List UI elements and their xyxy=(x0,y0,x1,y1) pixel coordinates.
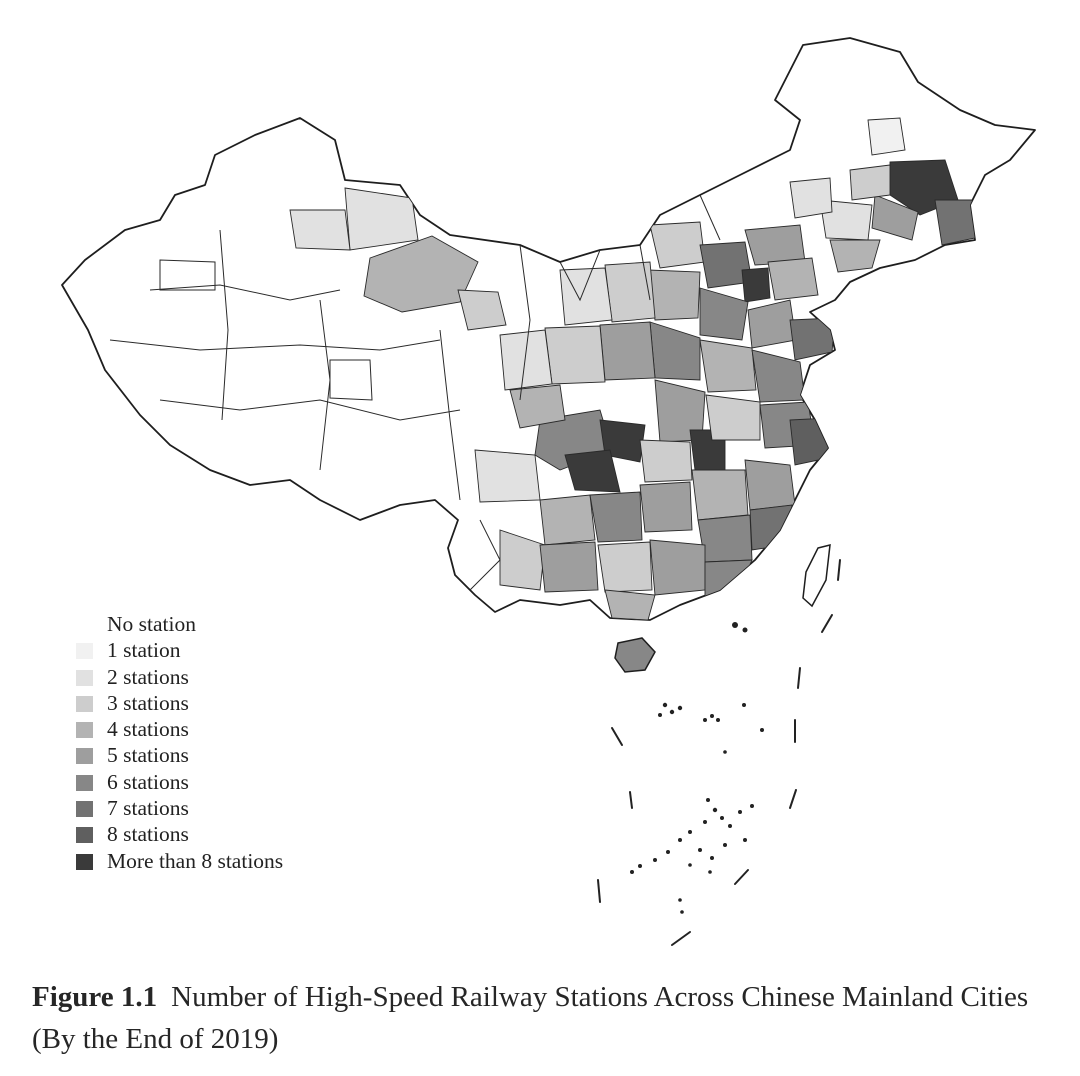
legend-swatch xyxy=(76,774,93,791)
region-20 xyxy=(604,261,656,323)
legend-item: No station xyxy=(76,611,356,637)
legend-label: 8 stations xyxy=(107,822,189,847)
region-27 xyxy=(599,321,656,381)
region-38 xyxy=(509,384,566,429)
region-46 xyxy=(691,469,749,521)
legend-label: 5 stations xyxy=(107,743,189,768)
south-sea-islands xyxy=(630,622,764,914)
region-49 xyxy=(749,504,793,551)
legend-swatch xyxy=(76,853,93,870)
legend: No station 1 station 2 stations 3 stations 4… xyxy=(76,611,356,874)
figure-caption: Figure 1.1 Number of High-Speed Railway S… xyxy=(32,976,1062,1060)
hainan-outline xyxy=(614,637,656,673)
region-41 xyxy=(539,494,596,546)
region-16 xyxy=(744,224,806,266)
region-25 xyxy=(699,339,757,393)
figure-label: Figure 1.1 xyxy=(32,981,158,1013)
region-36 xyxy=(599,419,646,463)
legend-item: 7 stations xyxy=(76,795,356,821)
region-12 xyxy=(867,117,906,156)
region-7 xyxy=(871,194,919,241)
region-34 xyxy=(789,417,831,466)
legend-swatch xyxy=(76,669,93,686)
legend-item: 3 stations xyxy=(76,690,356,716)
legend-label: 2 stations xyxy=(107,664,189,689)
legend-item: 2 stations xyxy=(76,664,356,690)
legend-label: 4 stations xyxy=(107,717,189,742)
region-39 xyxy=(474,449,541,503)
region-21 xyxy=(559,267,613,326)
legend-item: 1 station xyxy=(76,637,356,663)
region-4 xyxy=(457,289,507,331)
region-17 xyxy=(767,257,819,301)
figure-title: Number of High-Speed Railway Stations Ac… xyxy=(32,981,1029,1055)
legend-swatch xyxy=(76,801,93,818)
region-44 xyxy=(499,529,546,591)
region-11 xyxy=(789,177,833,219)
region-8 xyxy=(849,164,891,201)
region-3 xyxy=(363,235,479,313)
legend-label: 6 stations xyxy=(107,769,189,794)
legend-swatch xyxy=(76,827,93,844)
region-51 xyxy=(649,539,706,596)
legend-label: No station xyxy=(107,612,196,636)
legend-label: 7 stations xyxy=(107,796,189,821)
region-50 xyxy=(597,541,653,593)
region-32 xyxy=(705,394,761,441)
legend-item: 6 stations xyxy=(76,769,356,795)
region-18 xyxy=(699,287,749,341)
region-19 xyxy=(647,269,701,321)
region-10 xyxy=(829,239,881,273)
region-52 xyxy=(704,559,753,601)
region-42 xyxy=(589,491,643,543)
legend-swatch xyxy=(76,643,93,660)
taiwan-outline xyxy=(802,544,831,608)
legend-item: 8 stations xyxy=(76,821,356,847)
region-2 xyxy=(289,209,351,251)
choropleth-map xyxy=(61,37,1036,946)
legend-item: More than 8 stations xyxy=(76,848,356,874)
region-1 xyxy=(344,187,419,251)
legend-swatch xyxy=(76,695,93,712)
region-48 xyxy=(697,514,753,563)
legend-label: 3 stations xyxy=(107,690,189,715)
legend-label: More than 8 stations xyxy=(107,848,284,873)
legend-swatch xyxy=(76,617,93,633)
legend-label: 1 station xyxy=(107,638,181,663)
region-28 xyxy=(544,325,606,385)
region-15 xyxy=(741,267,771,303)
region-6 xyxy=(934,199,976,246)
region-13 xyxy=(649,221,706,269)
region-45 xyxy=(539,541,599,593)
region-53 xyxy=(604,589,656,620)
region-47 xyxy=(744,459,796,511)
region-29 xyxy=(499,329,553,391)
region-43 xyxy=(639,481,693,533)
legend-swatch xyxy=(76,748,93,765)
legend-item: 4 stations xyxy=(76,716,356,742)
region-40 xyxy=(639,439,693,483)
legend-item: 5 stations xyxy=(76,742,356,768)
legend-swatch xyxy=(76,722,93,739)
nine-dash-line xyxy=(597,559,841,946)
region-37 xyxy=(564,449,621,493)
